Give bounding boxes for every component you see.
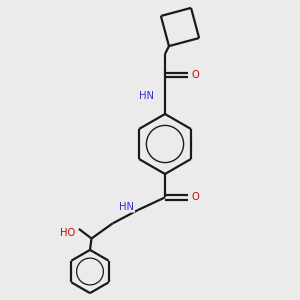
Text: HN: HN — [139, 91, 154, 101]
Text: O: O — [191, 192, 199, 203]
Text: HN: HN — [119, 202, 134, 212]
Text: HO: HO — [60, 227, 75, 238]
Text: O: O — [191, 70, 199, 80]
